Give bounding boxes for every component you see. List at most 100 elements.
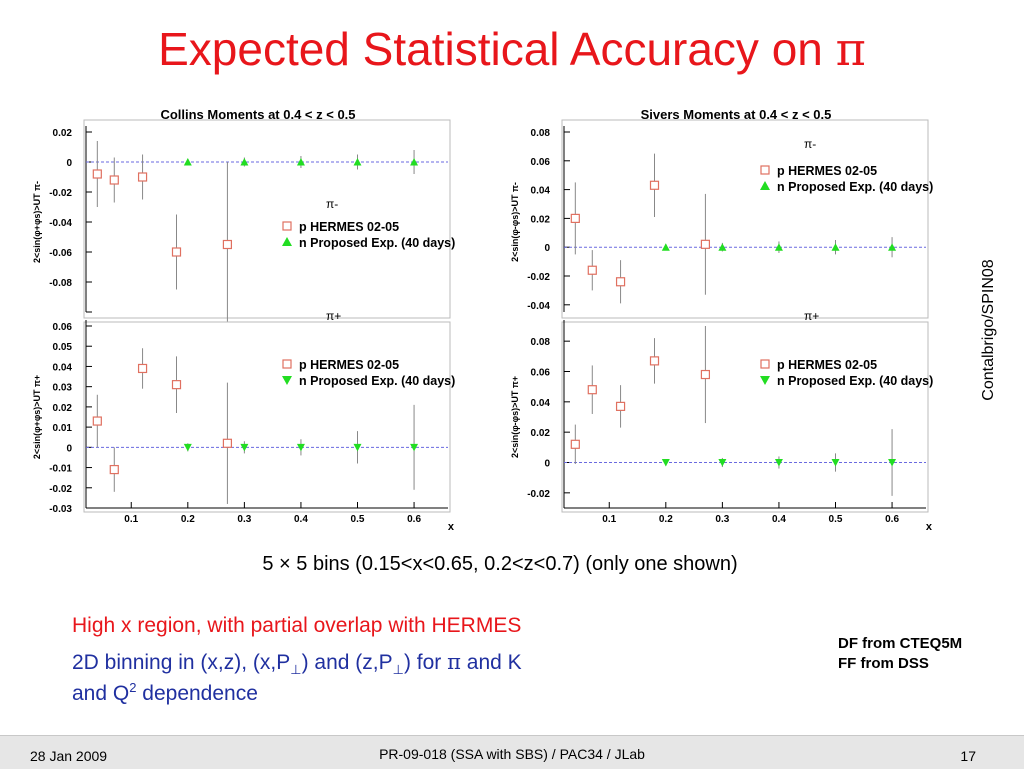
bins-caption: 5 × 5 bins (0.15<x<0.65, 0.2<z<0.7) (onl… [262, 553, 738, 575]
panel-frame [83, 119, 451, 319]
x-tick-label: 0.2 [181, 514, 195, 525]
legend-marker-proposed [282, 376, 292, 385]
legend-label: p HERMES 02-05 [777, 164, 877, 178]
y-tick-label: -0.08 [49, 278, 72, 289]
sivers-chart: Sivers Moments at 0.4 < z < 0.5 -0.04 -0.0… [510, 100, 958, 540]
slide-title: Expected Statistical Accuracy on π [0, 22, 1024, 76]
y-tick-label: 0.02 [53, 403, 73, 414]
y-tick-label: 0.02 [531, 214, 551, 225]
legend-marker-proposed [760, 181, 770, 190]
x-tick-label: 0.6 [407, 514, 421, 525]
y-tick-label: 0.06 [53, 322, 73, 333]
data-point-hermes [615, 277, 626, 287]
data-point-proposed [296, 443, 305, 452]
footer-center: PR-09-018 (SSA with SBS) / PAC34 / JLab [379, 746, 645, 762]
x-tick-label: 0.3 [237, 514, 251, 525]
y-tick-label: 0.08 [531, 128, 551, 139]
side-note: Contalbrigo/SPIN08 [975, 240, 1003, 420]
binning-text-1: 2D binning in (x,z), (x,P [72, 651, 291, 674]
y-tick-label: 0.04 [531, 186, 551, 197]
sources-box: DF from CTEQ5M FF from DSS [838, 634, 962, 674]
panel-frame [83, 321, 451, 513]
data-point-hermes [570, 213, 580, 224]
y-tick-label: -0.02 [527, 489, 550, 500]
perp-sub-2: ⊥ [392, 662, 404, 678]
region-line-overlap: High x region, with partial overlap with… [72, 614, 522, 637]
data-point-hermes [222, 438, 233, 448]
y-tick-label: -0.01 [49, 464, 72, 475]
data-point-hermes [649, 356, 660, 366]
data-point-hermes [222, 239, 233, 250]
data-point-hermes [109, 464, 119, 475]
pi-symbol: π [447, 650, 461, 674]
data-point-hermes [700, 369, 711, 380]
x-axis-label: x [448, 521, 455, 533]
binning-text-3: ) for [403, 651, 448, 674]
data-point-hermes [700, 239, 711, 249]
y-tick-label: 0.02 [53, 128, 73, 139]
data-point-proposed [240, 158, 249, 166]
y-tick-label: 0 [66, 443, 72, 454]
y-tick-label: 0.05 [53, 342, 73, 353]
legend-label: n Proposed Exp. (40 days) [777, 180, 933, 194]
data-point-hermes [109, 175, 119, 185]
data-point-hermes [92, 169, 102, 179]
legend-marker-hermes [282, 359, 292, 369]
slide-title-text: Expected Statistical Accuracy on [158, 23, 823, 75]
region-line-binning: 2D binning in (x,z), (x,P⊥) and (z,P⊥) f… [72, 650, 522, 678]
y-tick-label: 0.06 [531, 157, 551, 168]
legend-marker-hermes [760, 359, 770, 369]
panel-frame [561, 321, 929, 513]
panel-label: π- [326, 197, 338, 211]
data-point-hermes [649, 180, 660, 190]
side-note-text: Contalbrigo/SPIN08 [980, 259, 997, 401]
q2-exponent: 2 [129, 680, 137, 695]
y-tick-label: -0.06 [49, 248, 72, 259]
data-point-hermes [615, 401, 626, 411]
data-point-hermes [587, 265, 597, 275]
data-point-proposed [831, 459, 840, 467]
data-point-proposed [888, 459, 897, 467]
data-point-proposed [774, 243, 783, 251]
data-point-hermes [171, 247, 182, 257]
legend-marker-hermes [282, 221, 292, 231]
y-tick-label: 0 [544, 243, 550, 254]
data-point-hermes [570, 439, 580, 449]
data-point-proposed [410, 158, 419, 166]
y-axis-label: 2<sin(φ+φs)>UT π- [32, 181, 42, 263]
x-tick-label: 0.1 [124, 514, 138, 525]
y-tick-label: -0.04 [49, 218, 72, 229]
data-point-hermes [171, 380, 182, 390]
chart-title: Sivers Moments at 0.4 < z < 0.5 [641, 107, 832, 122]
y-tick-label: -0.04 [527, 301, 550, 312]
chart-title: Collins Moments at 0.4 < z < 0.5 [160, 107, 355, 122]
binning-text-4: and K [460, 651, 522, 674]
x-tick-label: 0.1 [602, 514, 616, 525]
footer-bar: 28 Jan 2009 PR-09-018 (SSA with SBS) / P… [0, 735, 1024, 769]
panel-label: π+ [326, 309, 341, 323]
legend-label: n Proposed Exp. (40 days) [299, 236, 455, 250]
panel-label: π- [804, 137, 816, 151]
footer-date: 28 Jan 2009 [30, 748, 108, 764]
y-tick-label: 0 [66, 158, 72, 169]
data-point-hermes [92, 416, 102, 426]
legend-label: n Proposed Exp. (40 days) [299, 374, 455, 388]
legend-label: p HERMES 02-05 [299, 358, 399, 372]
x-tick-label: 0.6 [885, 514, 899, 525]
x-tick-label: 0.4 [294, 514, 308, 525]
data-point-proposed [831, 243, 840, 251]
legend-marker-hermes [760, 165, 770, 175]
data-point-proposed [183, 443, 192, 452]
x-tick-label: 0.3 [715, 514, 729, 525]
panel-label: π+ [804, 309, 819, 323]
data-point-hermes [587, 385, 597, 395]
q2-text-1: and Q [72, 682, 130, 705]
y-tick-label: 0.02 [531, 428, 551, 439]
legend-label: p HERMES 02-05 [299, 220, 399, 234]
y-tick-label: 0 [544, 459, 550, 470]
legend-label: n Proposed Exp. (40 days) [777, 374, 933, 388]
y-tick-label: -0.02 [49, 484, 72, 495]
data-point-proposed [240, 443, 249, 452]
x-tick-label: 0.4 [772, 514, 786, 525]
x-axis-label: x [926, 521, 933, 533]
